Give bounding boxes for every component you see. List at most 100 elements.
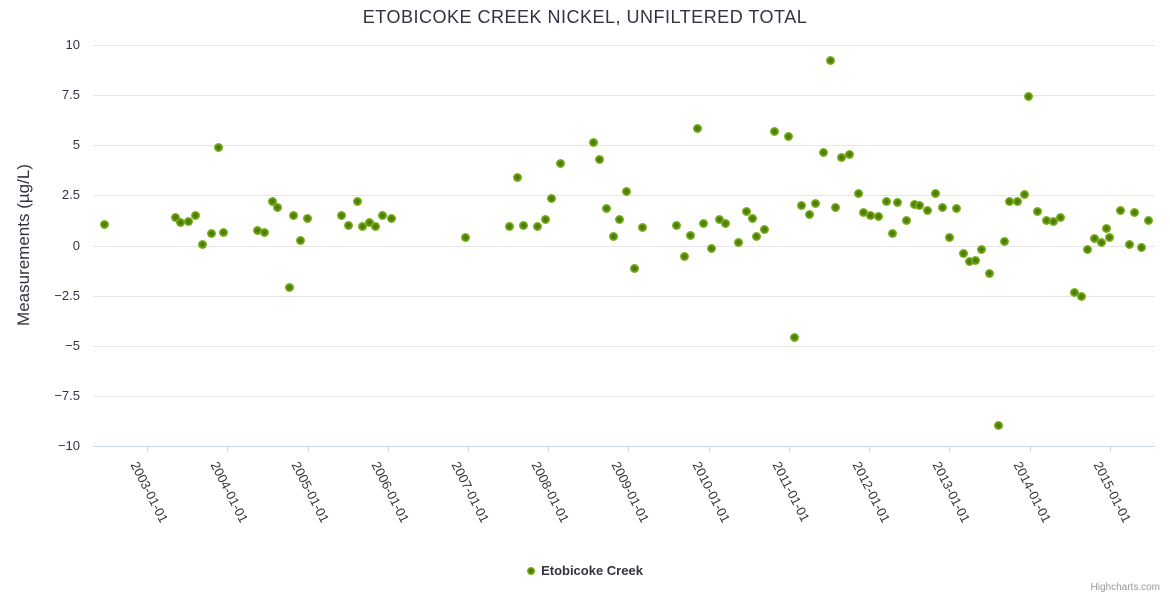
data-point[interactable] (892, 197, 902, 207)
data-point[interactable] (881, 196, 891, 206)
data-point[interactable] (352, 196, 362, 206)
data-point[interactable] (770, 126, 780, 136)
data-point[interactable] (915, 200, 925, 210)
data-point[interactable] (1102, 223, 1112, 233)
data-point[interactable] (977, 245, 987, 254)
data-point[interactable] (965, 257, 975, 267)
data-point[interactable] (218, 227, 228, 237)
data-point[interactable] (790, 333, 800, 343)
data-point[interactable] (99, 219, 109, 229)
data-point[interactable] (680, 252, 690, 262)
data-point[interactable] (944, 232, 954, 242)
data-point[interactable] (505, 221, 515, 231)
data-point[interactable] (518, 220, 528, 230)
data-point[interactable] (707, 244, 717, 253)
data-point[interactable] (1083, 245, 1092, 254)
data-point[interactable] (805, 209, 815, 219)
data-point[interactable] (622, 186, 632, 196)
data-point[interactable] (533, 221, 543, 231)
data-point[interactable] (268, 196, 278, 206)
data-point[interactable] (959, 249, 969, 259)
data-point[interactable] (273, 202, 283, 212)
data-point[interactable] (1096, 237, 1106, 247)
data-point[interactable] (685, 230, 695, 240)
data-point[interactable] (357, 221, 367, 231)
data-point[interactable] (378, 210, 388, 220)
data-point[interactable] (288, 210, 298, 220)
data-point[interactable] (1130, 207, 1140, 217)
data-point[interactable] (1024, 91, 1034, 101)
data-point[interactable] (637, 222, 647, 232)
data-point[interactable] (752, 231, 762, 241)
data-point[interactable] (783, 131, 793, 141)
data-point[interactable] (1143, 215, 1153, 225)
data-point[interactable] (888, 228, 897, 238)
data-point[interactable] (303, 213, 312, 223)
data-point[interactable] (595, 154, 605, 164)
data-point[interactable] (902, 215, 912, 225)
data-point[interactable] (721, 218, 731, 228)
data-point[interactable] (295, 235, 305, 245)
data-point[interactable] (810, 198, 820, 208)
data-point[interactable] (1033, 206, 1043, 216)
data-point[interactable] (541, 214, 551, 224)
data-point[interactable] (1013, 196, 1023, 206)
data-point[interactable] (693, 123, 702, 133)
data-point[interactable] (615, 214, 625, 224)
data-point[interactable] (629, 264, 639, 274)
data-point[interactable] (930, 188, 940, 198)
data-point[interactable] (176, 217, 186, 227)
data-point[interactable] (1000, 236, 1010, 246)
data-point[interactable] (853, 188, 863, 198)
data-point[interactable] (259, 227, 269, 237)
data-point[interactable] (589, 137, 599, 147)
data-point[interactable] (923, 205, 933, 215)
data-point[interactable] (1076, 292, 1086, 302)
highcharts-credit-link[interactable]: Highcharts.com (1090, 582, 1160, 593)
data-point[interactable] (371, 221, 381, 231)
data-point[interactable] (191, 210, 201, 220)
data-point[interactable] (555, 158, 565, 168)
data-point[interactable] (284, 283, 294, 293)
data-point[interactable] (206, 228, 216, 238)
data-point[interactable] (733, 237, 743, 247)
data-point[interactable] (343, 220, 353, 230)
data-point[interactable] (1115, 205, 1125, 215)
data-point[interactable] (937, 202, 947, 212)
data-point[interactable] (1090, 233, 1100, 243)
data-point[interactable] (461, 232, 471, 242)
data-point[interactable] (1124, 239, 1134, 249)
data-point[interactable] (184, 216, 194, 226)
data-point[interactable] (985, 269, 995, 279)
data-point[interactable] (1049, 216, 1059, 226)
data-point[interactable] (873, 211, 883, 221)
data-point[interactable] (1005, 196, 1015, 206)
data-point[interactable] (747, 213, 757, 223)
data-point[interactable] (608, 231, 618, 241)
data-point[interactable] (197, 239, 207, 249)
data-point[interactable] (866, 210, 876, 220)
data-point[interactable] (971, 256, 981, 266)
legend-item-etobicoke-creek[interactable]: Etobicoke Creek (527, 563, 643, 578)
data-point[interactable] (1105, 232, 1115, 242)
data-point[interactable] (213, 142, 223, 152)
data-point[interactable] (1020, 189, 1030, 199)
data-point[interactable] (826, 55, 836, 65)
data-point[interactable] (831, 202, 841, 212)
data-point[interactable] (859, 207, 869, 217)
data-point[interactable] (672, 220, 682, 230)
data-point[interactable] (909, 199, 919, 209)
data-point[interactable] (741, 206, 751, 216)
data-point[interactable] (387, 213, 397, 223)
data-point[interactable] (1136, 243, 1146, 252)
data-point[interactable] (601, 203, 611, 213)
data-point[interactable] (698, 218, 708, 228)
data-point[interactable] (171, 212, 181, 222)
data-point[interactable] (253, 225, 263, 235)
data-point[interactable] (952, 203, 962, 213)
data-point[interactable] (714, 214, 724, 224)
data-point[interactable] (1042, 215, 1052, 225)
data-point[interactable] (546, 193, 556, 203)
data-point[interactable] (796, 200, 806, 210)
data-point[interactable] (364, 217, 374, 227)
